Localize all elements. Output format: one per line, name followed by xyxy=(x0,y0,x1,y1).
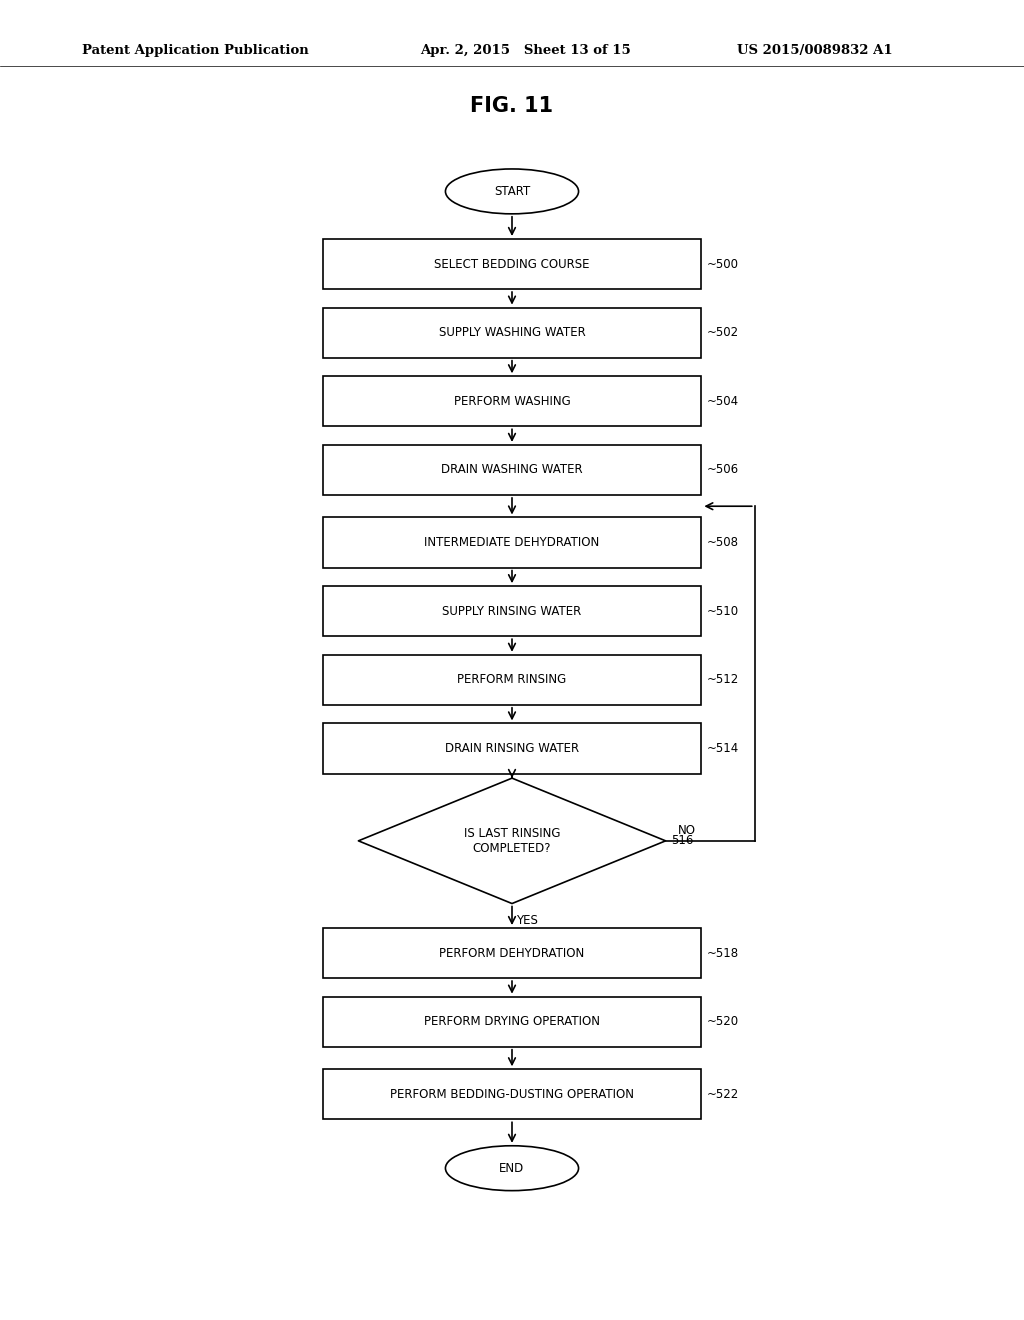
Text: FIG. 11: FIG. 11 xyxy=(470,95,554,116)
Text: Patent Application Publication: Patent Application Publication xyxy=(82,44,308,57)
Text: ~520: ~520 xyxy=(707,1015,738,1028)
Text: ~522: ~522 xyxy=(707,1088,738,1101)
FancyBboxPatch shape xyxy=(323,997,701,1047)
Text: INTERMEDIATE DEHYDRATION: INTERMEDIATE DEHYDRATION xyxy=(424,536,600,549)
Text: ~514: ~514 xyxy=(707,742,738,755)
Text: US 2015/0089832 A1: US 2015/0089832 A1 xyxy=(737,44,893,57)
Polygon shape xyxy=(358,777,666,903)
FancyBboxPatch shape xyxy=(323,445,701,495)
Text: ~512: ~512 xyxy=(707,673,738,686)
Text: DRAIN WASHING WATER: DRAIN WASHING WATER xyxy=(441,463,583,477)
Text: ~506: ~506 xyxy=(707,463,738,477)
Text: ~502: ~502 xyxy=(707,326,738,339)
Text: END: END xyxy=(500,1162,524,1175)
Text: PERFORM RINSING: PERFORM RINSING xyxy=(458,673,566,686)
FancyBboxPatch shape xyxy=(323,1069,701,1119)
Ellipse shape xyxy=(445,1146,579,1191)
Text: YES: YES xyxy=(516,913,539,927)
FancyBboxPatch shape xyxy=(323,239,701,289)
Text: Apr. 2, 2015   Sheet 13 of 15: Apr. 2, 2015 Sheet 13 of 15 xyxy=(420,44,631,57)
Text: NO: NO xyxy=(678,824,696,837)
Text: SUPPLY WASHING WATER: SUPPLY WASHING WATER xyxy=(438,326,586,339)
Text: DRAIN RINSING WATER: DRAIN RINSING WATER xyxy=(445,742,579,755)
FancyBboxPatch shape xyxy=(323,517,701,568)
FancyBboxPatch shape xyxy=(323,308,701,358)
Text: START: START xyxy=(494,185,530,198)
Text: SUPPLY RINSING WATER: SUPPLY RINSING WATER xyxy=(442,605,582,618)
Text: PERFORM BEDDING-DUSTING OPERATION: PERFORM BEDDING-DUSTING OPERATION xyxy=(390,1088,634,1101)
Text: 516: 516 xyxy=(671,834,693,847)
FancyBboxPatch shape xyxy=(323,586,701,636)
Text: ~518: ~518 xyxy=(707,946,738,960)
FancyBboxPatch shape xyxy=(323,376,701,426)
Text: ~500: ~500 xyxy=(707,257,738,271)
Ellipse shape xyxy=(445,169,579,214)
Text: PERFORM WASHING: PERFORM WASHING xyxy=(454,395,570,408)
FancyBboxPatch shape xyxy=(323,723,701,774)
Text: PERFORM DRYING OPERATION: PERFORM DRYING OPERATION xyxy=(424,1015,600,1028)
Text: SELECT BEDDING COURSE: SELECT BEDDING COURSE xyxy=(434,257,590,271)
Text: ~510: ~510 xyxy=(707,605,738,618)
Text: ~508: ~508 xyxy=(707,536,738,549)
Text: IS LAST RINSING
COMPLETED?: IS LAST RINSING COMPLETED? xyxy=(464,826,560,855)
FancyBboxPatch shape xyxy=(323,928,701,978)
Text: ~504: ~504 xyxy=(707,395,738,408)
FancyBboxPatch shape xyxy=(323,655,701,705)
Text: PERFORM DEHYDRATION: PERFORM DEHYDRATION xyxy=(439,946,585,960)
